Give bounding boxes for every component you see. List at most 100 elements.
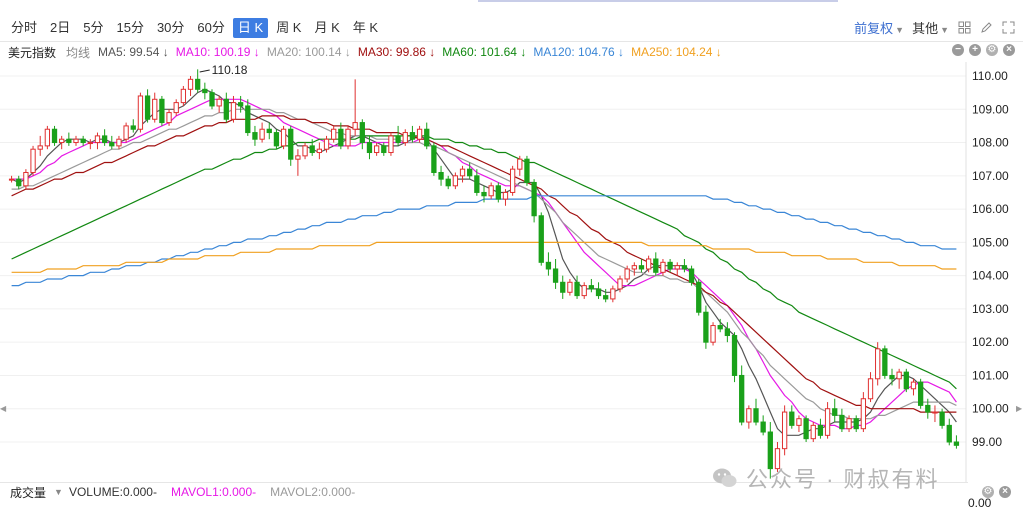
candle-up <box>230 102 237 120</box>
ma-legend-item: MA60: 101.64 ↓ <box>442 45 527 59</box>
ma-legend-item: MA250: 104.24 ↓ <box>631 45 722 59</box>
candlestick-chart[interactable]: 110.00 109.00 108.00 107.00 106.00 105.00 104.… <box>0 62 1023 482</box>
candle-up <box>517 158 523 170</box>
instrument-name: 美元指数 <box>8 45 57 60</box>
candle-down <box>832 408 838 416</box>
candle-down <box>696 281 702 313</box>
candle-down <box>531 181 537 217</box>
candle-up <box>30 148 36 173</box>
candle-up <box>216 98 222 107</box>
settings-icon[interactable]: ⚙ <box>982 486 994 498</box>
candle-down <box>595 288 602 297</box>
ma-legend: 美元指数 均线 MA5: 99.54 ↓ MA10: 100.19 ↓ MA20: … <box>0 42 1023 62</box>
candle-up <box>345 128 351 147</box>
plus-icon[interactable]: + <box>969 44 981 56</box>
candle-up <box>674 265 680 270</box>
candle-down <box>739 374 745 423</box>
legend-controls: − + ⚙ × <box>952 44 1015 56</box>
candle-down <box>817 424 824 436</box>
chevron-down-icon: ▼ <box>895 25 905 35</box>
y-tick-label: 107.00 <box>972 169 1009 183</box>
candle-down <box>917 381 924 406</box>
period-tab[interactable]: 日 K <box>232 18 269 38</box>
pen-icon[interactable] <box>979 21 993 35</box>
candle-down <box>560 281 566 293</box>
candle-up <box>452 175 459 187</box>
candle-up <box>824 408 831 436</box>
candle-down <box>946 424 952 443</box>
candle-up <box>774 448 781 470</box>
chevron-down-icon: ▼ <box>940 25 949 35</box>
candle-up <box>932 411 938 414</box>
candle-down <box>209 92 215 107</box>
candle-down <box>266 128 272 134</box>
minus-icon[interactable]: − <box>952 44 964 56</box>
candle-down <box>395 135 401 144</box>
candle-up <box>166 112 172 124</box>
candle-down <box>252 132 258 140</box>
period-tab[interactable]: 分时 <box>11 20 38 35</box>
candle-down <box>717 325 723 330</box>
candle-down <box>338 128 344 147</box>
period-tab[interactable]: 月 K <box>314 20 340 35</box>
scroll-left-icon[interactable]: ◀ <box>0 404 7 413</box>
candle-down <box>80 138 86 144</box>
candle-down <box>724 328 731 337</box>
candle-up <box>280 128 287 147</box>
y-tick-label: 100.00 <box>972 402 1009 416</box>
candle-down <box>309 145 315 154</box>
scroll-right-icon[interactable]: ▶ <box>1016 404 1023 413</box>
high-annotation: 110.18 <box>212 63 248 77</box>
period-tab[interactable]: 年 K <box>352 20 379 35</box>
grid-icon[interactable] <box>957 21 971 35</box>
close-icon[interactable]: × <box>999 486 1011 498</box>
candle-up <box>402 132 408 144</box>
candle-up <box>860 398 867 430</box>
more-dropdown[interactable]: 其他 ▼ <box>912 18 949 37</box>
low-annotation: 97.91 <box>920 479 950 482</box>
ma-items: MA5: 99.54 ↓ MA10: 100.19 ↓ MA20: 100.14 ↓… <box>98 45 729 59</box>
period-tab[interactable]: 5分 <box>83 20 104 35</box>
chevron-down-icon[interactable]: ▼ <box>54 487 63 497</box>
candle-up <box>746 408 752 423</box>
candle-up <box>846 418 852 430</box>
settings-icon[interactable]: ⚙ <box>986 44 998 56</box>
candle-up <box>509 168 516 193</box>
candle-up <box>660 261 666 273</box>
candle-down <box>803 418 809 440</box>
ma-legend-item: MA10: 100.19 ↓ <box>175 45 260 59</box>
candle-down <box>853 418 859 430</box>
candle-up <box>352 122 358 130</box>
candle-down <box>760 421 766 433</box>
candle-down <box>202 88 208 94</box>
period-tab[interactable]: 2日 <box>50 20 71 35</box>
y-tick-label: 105.00 <box>972 235 1009 249</box>
ma-legend-item: MA120: 104.76 ↓ <box>533 45 625 59</box>
candle-up <box>388 135 394 154</box>
y-tick-label: 102.00 <box>972 335 1009 349</box>
period-tab[interactable]: 周 K <box>276 20 302 35</box>
ma-legend-item: MA30: 99.86 ↓ <box>357 45 436 59</box>
candle-up <box>295 155 301 160</box>
close-icon[interactable]: × <box>1003 44 1015 56</box>
candle-down <box>524 158 530 183</box>
candle-up <box>302 145 308 157</box>
candle-up <box>44 128 51 147</box>
candle-down <box>545 261 552 270</box>
candle-up <box>631 265 637 270</box>
fullscreen-icon[interactable] <box>1001 21 1015 35</box>
indicator-kind: 均线 <box>66 45 91 60</box>
candle-up <box>781 411 788 450</box>
candle-down <box>16 178 22 187</box>
candle-down <box>474 175 480 193</box>
candle-down <box>638 265 645 270</box>
candle-up <box>180 88 187 104</box>
ma-line-ma30 <box>11 115 957 413</box>
adjust-dropdown[interactable]: 前复权 ▼ <box>854 18 904 37</box>
period-tab[interactable]: 30分 <box>156 20 185 35</box>
period-tab[interactable]: 15分 <box>116 20 144 35</box>
period-tab[interactable]: 60分 <box>197 20 225 35</box>
candle-up <box>617 278 623 290</box>
candle-down <box>552 268 559 283</box>
candle-up <box>116 138 122 147</box>
